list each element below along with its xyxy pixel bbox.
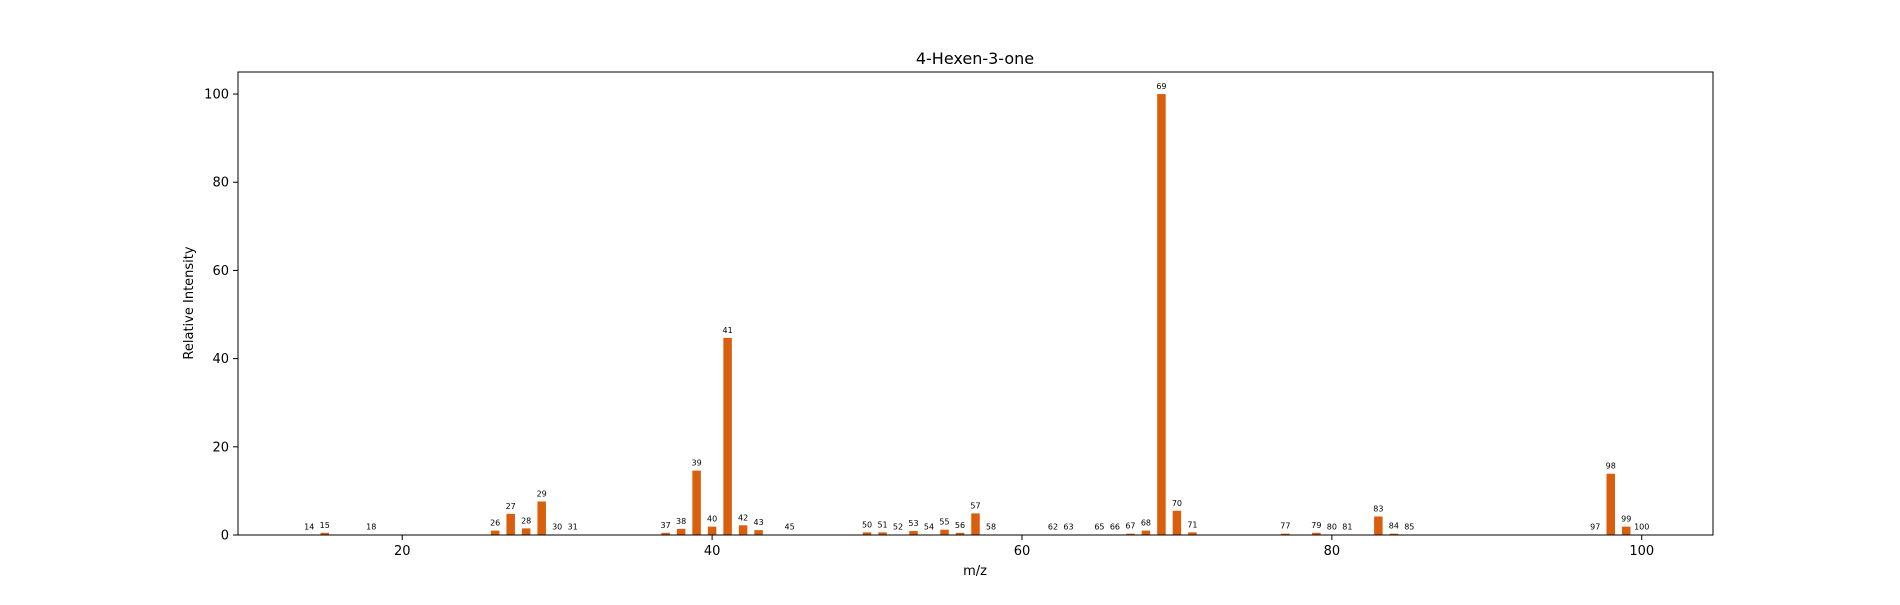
- data-label-mz-40: 40: [707, 515, 717, 524]
- bar-mz-70: [1173, 511, 1182, 535]
- data-label-mz-65: 65: [1094, 523, 1104, 532]
- data-label-mz-58: 58: [986, 523, 996, 532]
- data-label-mz-98: 98: [1606, 462, 1616, 471]
- data-label-mz-28: 28: [521, 516, 531, 525]
- data-label-mz-55: 55: [939, 518, 949, 527]
- data-label-mz-57: 57: [970, 501, 980, 510]
- data-label-mz-14: 14: [304, 523, 314, 532]
- data-label-mz-45: 45: [784, 523, 794, 532]
- data-label-mz-26: 26: [490, 519, 500, 528]
- x-tick-label: 40: [704, 544, 721, 559]
- x-axis-ticks: 20 40 60 80 100: [394, 535, 1654, 559]
- x-tick-label: 80: [1324, 544, 1341, 559]
- bar-mz-42: [739, 525, 748, 535]
- x-tick-label: 100: [1629, 544, 1654, 559]
- x-axis-label: m/z: [963, 564, 987, 579]
- x-tick-label: 20: [394, 544, 411, 559]
- bar-mz-69: [1157, 94, 1166, 535]
- data-label-mz-31: 31: [568, 523, 578, 532]
- data-label-mz-29: 29: [537, 489, 547, 498]
- bar-mz-29: [537, 501, 546, 535]
- bar-mz-53: [909, 531, 918, 535]
- y-axis-label: Relative Intensity: [182, 246, 197, 359]
- data-label-mz-37: 37: [661, 521, 671, 530]
- data-label-mz-41: 41: [723, 326, 733, 335]
- y-tick-label: 0: [221, 529, 229, 544]
- bars-group: [305, 94, 1646, 535]
- data-label-mz-80: 80: [1327, 523, 1337, 532]
- data-label-mz-77: 77: [1280, 522, 1290, 531]
- data-label-mz-85: 85: [1404, 523, 1414, 532]
- data-label-mz-97: 97: [1590, 523, 1600, 532]
- data-label-mz-84: 84: [1389, 522, 1399, 531]
- bar-mz-38: [677, 529, 686, 535]
- bar-mz-26: [491, 531, 500, 535]
- data-label-mz-67: 67: [1125, 522, 1135, 531]
- data-label-mz-18: 18: [366, 523, 376, 532]
- data-label-mz-51: 51: [877, 520, 887, 529]
- data-label-mz-43: 43: [753, 518, 763, 527]
- chart-title: 4-Hexen-3-one: [916, 49, 1034, 68]
- bar-mz-99: [1622, 527, 1631, 535]
- data-label-mz-99: 99: [1621, 515, 1631, 524]
- data-label-mz-30: 30: [552, 523, 562, 532]
- data-label-mz-15: 15: [320, 521, 330, 530]
- bar-mz-40: [708, 527, 717, 535]
- data-label-mz-50: 50: [862, 520, 872, 529]
- y-tick-label: 40: [212, 352, 229, 367]
- data-label-mz-68: 68: [1141, 519, 1151, 528]
- data-label-mz-83: 83: [1373, 504, 1383, 513]
- plot-frame: [238, 72, 1713, 535]
- bar-mz-98: [1606, 474, 1615, 535]
- data-label-mz-69: 69: [1156, 82, 1166, 91]
- data-label-mz-100: 100: [1634, 523, 1649, 532]
- y-tick-label: 80: [212, 176, 229, 191]
- x-tick-label: 60: [1014, 544, 1031, 559]
- data-label-mz-52: 52: [893, 523, 903, 532]
- data-label-mz-56: 56: [955, 521, 965, 530]
- data-label-mz-70: 70: [1172, 499, 1182, 508]
- bar-mz-57: [971, 513, 980, 535]
- bar-mz-68: [1142, 531, 1151, 535]
- data-label-mz-42: 42: [738, 513, 748, 522]
- y-tick-label: 20: [212, 440, 229, 455]
- data-label-mz-27: 27: [506, 502, 516, 511]
- data-label-mz-81: 81: [1342, 523, 1352, 532]
- data-label-mz-53: 53: [908, 519, 918, 528]
- y-tick-label: 100: [204, 88, 229, 103]
- bar-mz-43: [754, 530, 763, 535]
- data-label-mz-71: 71: [1187, 520, 1197, 529]
- data-label-mz-79: 79: [1311, 521, 1321, 530]
- data-label-mz-62: 62: [1048, 523, 1058, 532]
- data-label-mz-66: 66: [1110, 523, 1120, 532]
- data-label-mz-38: 38: [676, 517, 686, 526]
- data-labels-group: 14 15 18 26 27 28 29 30 31 37 38 39 40 41 42 43 45 50 51 52…: [304, 82, 1649, 532]
- bar-mz-27: [506, 514, 515, 535]
- bar-mz-55: [940, 530, 949, 535]
- data-label-mz-63: 63: [1063, 523, 1073, 532]
- bar-mz-28: [522, 528, 531, 535]
- bar-mz-83: [1374, 516, 1383, 535]
- bar-mz-39: [692, 471, 701, 535]
- y-tick-label: 60: [212, 264, 229, 279]
- bar-mz-41: [723, 338, 732, 535]
- data-label-mz-54: 54: [924, 523, 934, 532]
- y-axis-ticks: 0 20 40 60 80 100: [204, 88, 238, 544]
- data-label-mz-39: 39: [692, 459, 702, 468]
